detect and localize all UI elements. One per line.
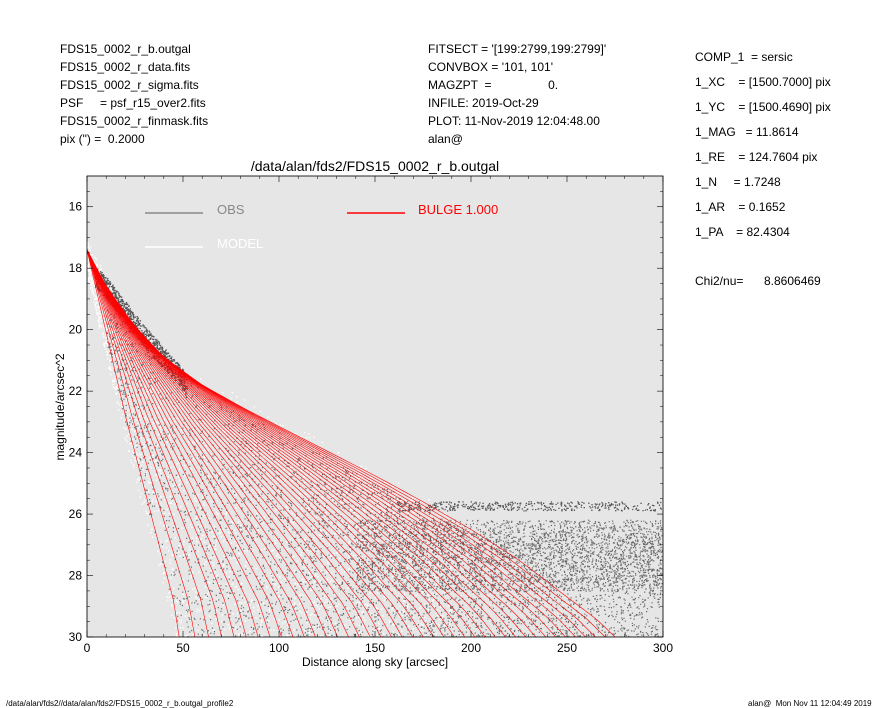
bulge-curve: [87, 249, 247, 637]
y-axis-label: magnitude/arcsec^2: [53, 353, 67, 460]
bulge-curves: [87, 249, 616, 637]
x-axis-label: Distance along sky [arcsec]: [302, 655, 448, 669]
chi2-label: Chi2/nu=: [695, 274, 744, 288]
x-tick-label-200: 200: [461, 641, 481, 655]
legend-model-label: MODEL: [217, 236, 263, 251]
bulge-curve: [87, 249, 371, 637]
bulge-curve: [87, 249, 305, 637]
x-tick-label-50: 50: [176, 641, 190, 655]
param-comp: COMP_1 = sersic: [695, 50, 793, 64]
bulge-curve: [87, 249, 209, 637]
footer-path: /data/alan/fds2//data/alan/fds2/FDS15_00…: [6, 699, 234, 708]
bulge-curve: [87, 249, 327, 637]
fit-parameters: COMP_1 = sersic 1_XC = [1500.7000] pix 1…: [695, 50, 831, 240]
bulge-curve: [87, 249, 271, 637]
y-tick-label-28: 28: [69, 569, 83, 583]
bulge-curve: [87, 249, 413, 637]
plot-background: [86, 175, 664, 638]
bulge-curve: [87, 249, 259, 637]
bulge-curve: [87, 249, 360, 637]
bulge-curve: [87, 249, 476, 637]
bulge-curve: [87, 249, 434, 637]
bulge-curve: [87, 249, 222, 637]
bulge-curve: [87, 249, 403, 637]
header-left-info: FDS15_0002_r_b.outgal FDS15_0002_r_data.…: [60, 42, 208, 147]
header-mid-info: FITSECT = '[199:2799,199:2799]' CONVBOX …: [428, 42, 606, 147]
bulge-curve: [87, 249, 455, 637]
param-re: 1_RE = 124.7604 pix: [695, 150, 818, 164]
header-mid-line-5: PLOT: 11-Nov-2019 12:04:48.00: [428, 114, 600, 128]
bulge-curve: [87, 249, 235, 637]
y-tick-label-16: 16: [69, 200, 83, 214]
param-mag: 1_MAG = 11.8614: [695, 125, 799, 139]
bulge-curve: [87, 249, 382, 637]
header-mid-line-4: INFILE: 2019-Oct-29: [428, 96, 539, 110]
x-axis-ticks: 0 50 100 150 200 250 300: [84, 176, 673, 655]
header-mid-line-1: FITSECT = '[199:2799,199:2799]': [428, 42, 607, 56]
bulge-curve: [87, 249, 392, 637]
bulge-curve: [87, 249, 196, 637]
y-tick-label-26: 26: [69, 507, 83, 521]
header-mid-line-3: MAGZPT = 0.: [428, 78, 559, 92]
legend-bulge-label: BULGE 1.000: [418, 202, 498, 217]
param-pa: 1_PA = 82.4304: [695, 225, 790, 239]
bulge-curve: [87, 249, 349, 637]
chi2-value: 8.8606469: [764, 274, 821, 288]
bulge-curve: [87, 249, 180, 637]
chart-title: /data/alan/fds2/FDS15_0002_r_b.outgal: [251, 158, 499, 174]
bulge-curve: [87, 249, 294, 637]
bulge-curve: [87, 249, 282, 637]
header-left-line-4: PSF = psf_r15_over2.fits: [60, 96, 206, 110]
bulge-curve: [87, 249, 465, 637]
y-tick-label-24: 24: [69, 446, 83, 460]
x-tick-label-100: 100: [269, 641, 289, 655]
x-tick-label-0: 0: [84, 641, 91, 655]
x-tick-label-300: 300: [653, 641, 673, 655]
y-tick-label-30: 30: [69, 630, 83, 644]
param-yc: 1_YC = [1500.4690] pix: [695, 100, 831, 114]
y-tick-label-18: 18: [69, 261, 83, 275]
y-axis-ticks: 16 18 20 22 24 26 28 30: [69, 191, 663, 644]
x-tick-label-250: 250: [557, 641, 577, 655]
bulge-curve: [87, 249, 424, 637]
header-left-line-5: FDS15_0002_r_finmask.fits: [60, 114, 209, 128]
y-tick-label-20: 20: [69, 323, 83, 337]
header-left-line-2: FDS15_0002_r_data.fits: [60, 60, 191, 74]
y-tick-label-22: 22: [69, 384, 83, 398]
x-tick-label-150: 150: [365, 641, 385, 655]
param-xc: 1_XC = [1500.7000] pix: [695, 75, 831, 89]
header-left-line-6: pix (") = 0.2000: [60, 132, 145, 146]
legend-obs-label: OBS: [217, 202, 245, 217]
header-mid-line-2: CONVBOX = '101, 101': [428, 60, 553, 74]
param-ar: 1_AR = 0.1652: [695, 200, 786, 214]
bulge-curve: [87, 249, 316, 637]
footer-timestamp: alan@ Mon Nov 11 12:04:49 2019: [748, 699, 872, 708]
header-mid-line-6: alan@: [428, 132, 463, 146]
header-left-line-1: FDS15_0002_r_b.outgal: [60, 42, 191, 56]
bulge-curve: [87, 249, 616, 637]
header-left-line-3: FDS15_0002_r_sigma.fits: [60, 78, 199, 92]
bulge-curve: [87, 249, 445, 637]
param-n: 1_N = 1.7248: [695, 175, 781, 189]
bulge-curve: [87, 249, 338, 637]
